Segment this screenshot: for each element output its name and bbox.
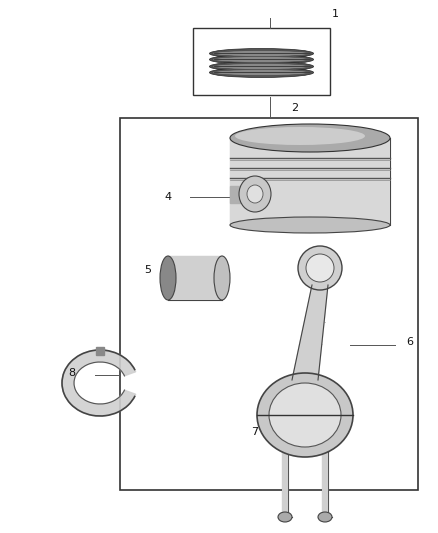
Ellipse shape [269,383,341,447]
Ellipse shape [239,176,271,212]
Ellipse shape [306,254,334,282]
Text: 2: 2 [291,103,299,113]
Text: 5: 5 [145,265,152,275]
Text: 4: 4 [164,192,172,202]
Text: 6: 6 [406,337,413,347]
Polygon shape [230,186,260,203]
Bar [282,452,288,517]
Ellipse shape [212,63,311,69]
Polygon shape [292,285,328,380]
Text: 1: 1 [332,9,339,19]
Ellipse shape [278,512,292,522]
Ellipse shape [318,512,332,522]
Polygon shape [96,347,104,355]
Ellipse shape [235,127,365,145]
Ellipse shape [214,256,230,300]
Ellipse shape [212,56,311,62]
Ellipse shape [230,124,390,152]
Ellipse shape [160,256,176,300]
Ellipse shape [247,185,263,203]
Polygon shape [62,350,136,416]
Bar [168,256,223,300]
Ellipse shape [212,69,311,76]
Ellipse shape [230,217,390,233]
Bar [322,452,328,517]
Bar [193,28,330,95]
Ellipse shape [209,68,314,77]
Ellipse shape [257,373,353,457]
Ellipse shape [209,49,314,59]
Bar [230,138,390,225]
Ellipse shape [209,54,314,64]
Text: 7: 7 [251,427,258,437]
Bar [120,118,418,490]
Ellipse shape [212,51,311,56]
Ellipse shape [209,61,314,71]
Text: 8: 8 [68,368,76,378]
Ellipse shape [298,246,342,290]
